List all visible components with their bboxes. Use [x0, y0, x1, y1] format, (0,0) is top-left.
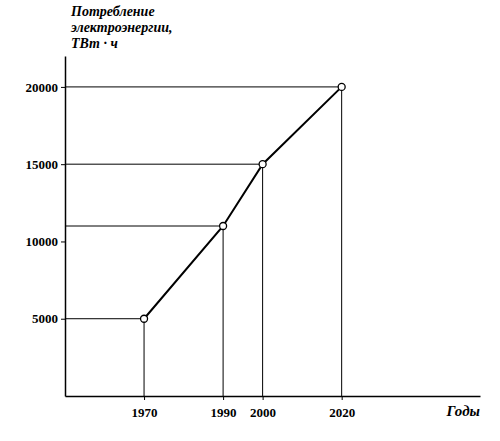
y-axis: 5000 10000 15000 20000 [26, 57, 66, 397]
data-point [338, 83, 345, 90]
data-point [141, 315, 148, 322]
chart: 1970 1990 2000 2020 5000 10000 15000 20000 Годы П… [0, 0, 500, 441]
x-tick: 2020 [329, 396, 355, 420]
x-axis: 1970 1990 2000 2020 [66, 396, 481, 420]
y-axis-title-line: Потребление [70, 4, 155, 19]
y-tick-mark [61, 241, 65, 242]
x-tick-label: 2000 [250, 405, 276, 420]
y-axis-line [65, 57, 67, 397]
x-tick-label: 1970 [132, 405, 158, 420]
drop-line-vertical [223, 226, 224, 396]
x-tick-label: 1990 [211, 405, 237, 420]
x-axis-line [66, 396, 481, 398]
y-tick-mark [61, 164, 65, 165]
x-tick: 2000 [250, 396, 276, 420]
y-axis-title-line: ТВт · ч [71, 36, 118, 51]
drop-line-vertical [341, 87, 342, 396]
y-tick-label: 15000 [26, 157, 59, 172]
y-axis-title: Потреблениеэлектроэнергии,ТВт · ч [70, 4, 173, 51]
background [0, 0, 500, 441]
y-tick: 10000 [26, 234, 66, 249]
y-tick: 15000 [26, 157, 66, 172]
data-point [259, 161, 266, 168]
y-tick-mark [61, 319, 65, 320]
x-tick-mark [223, 396, 224, 400]
drop-line-horizontal [65, 86, 342, 87]
plot-area [65, 83, 345, 396]
drop-line-horizontal [65, 164, 263, 165]
x-tick-mark [342, 396, 343, 400]
x-tick-mark [144, 396, 145, 400]
drop-line-vertical [144, 319, 145, 396]
y-tick: 20000 [26, 80, 66, 95]
y-tick: 5000 [32, 311, 65, 326]
x-tick: 1990 [211, 396, 237, 420]
x-tick-mark [263, 396, 264, 400]
y-tick-label: 20000 [26, 80, 59, 95]
y-tick-label: 10000 [26, 234, 59, 249]
x-tick: 1970 [132, 396, 158, 420]
y-tick-mark [61, 87, 65, 88]
drop-line-horizontal [65, 318, 144, 319]
data-point [220, 223, 227, 230]
x-axis-title: Годы [446, 403, 480, 419]
x-tick-label: 2020 [329, 405, 355, 420]
y-tick-label: 5000 [32, 311, 58, 326]
data-line [144, 87, 342, 319]
drop-line-horizontal [65, 226, 223, 227]
y-axis-title-line: электроэнергии, [70, 20, 173, 35]
drop-line-vertical [262, 164, 263, 396]
